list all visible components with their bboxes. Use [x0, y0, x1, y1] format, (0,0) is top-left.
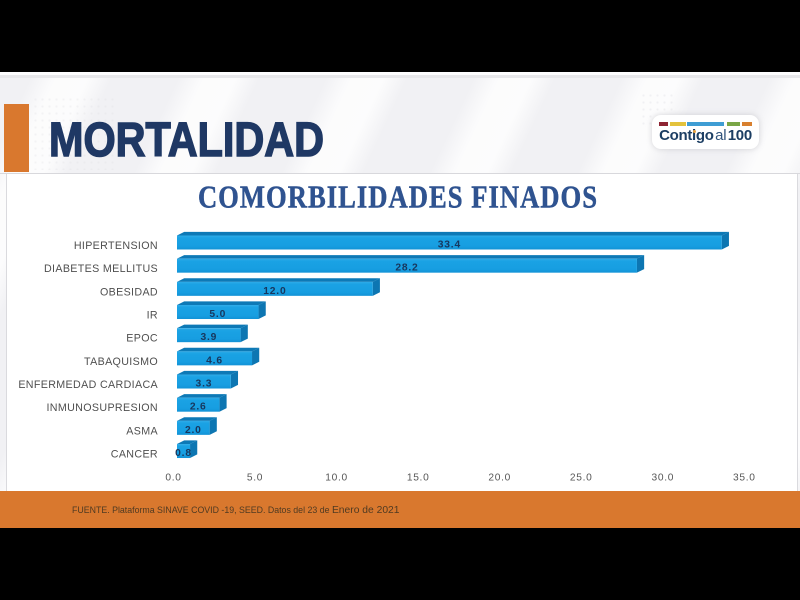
svg-text:COMORBILIDADES FINADOS: COMORBILIDADES FINADOS: [198, 181, 598, 216]
svg-text:2.0: 2.0: [185, 425, 202, 436]
svg-text:CANCER: CANCER: [111, 449, 158, 461]
svg-text:TABAQUISMO: TABAQUISMO: [84, 356, 158, 368]
svg-text:4.6: 4.6: [206, 355, 223, 366]
svg-text:3.9: 3.9: [200, 332, 217, 343]
svg-text:EPOC: EPOC: [126, 333, 158, 345]
svg-text:0.0: 0.0: [165, 473, 181, 484]
svg-text:12.0: 12.0: [263, 286, 286, 297]
svg-text:25.0: 25.0: [570, 473, 593, 484]
svg-text:IR: IR: [147, 310, 158, 322]
svg-text:DIABETES MELLITUS: DIABETES MELLITUS: [44, 263, 158, 275]
svg-text:10.0: 10.0: [325, 473, 348, 484]
svg-text:ENFERMEDAD CARDIACA: ENFERMEDAD CARDIACA: [18, 379, 158, 391]
svg-text:20.0: 20.0: [488, 473, 511, 484]
svg-text:INMUNOSUPRESION: INMUNOSUPRESION: [46, 402, 158, 414]
svg-text:0.8: 0.8: [175, 448, 192, 459]
svg-text:OBESIDAD: OBESIDAD: [100, 286, 158, 298]
svg-text:30.0: 30.0: [651, 473, 674, 484]
svg-text:HIPERTENSION: HIPERTENSION: [74, 240, 158, 252]
svg-text:3.3: 3.3: [196, 379, 213, 390]
svg-text:28.2: 28.2: [395, 263, 418, 274]
svg-text:2.6: 2.6: [190, 402, 207, 413]
svg-text:15.0: 15.0: [407, 473, 430, 484]
svg-text:5.0: 5.0: [247, 473, 263, 484]
svg-text:5.0: 5.0: [209, 309, 226, 320]
svg-text:33.4: 33.4: [438, 240, 461, 251]
svg-text:35.0: 35.0: [733, 473, 756, 484]
svg-text:ASMA: ASMA: [126, 425, 158, 437]
